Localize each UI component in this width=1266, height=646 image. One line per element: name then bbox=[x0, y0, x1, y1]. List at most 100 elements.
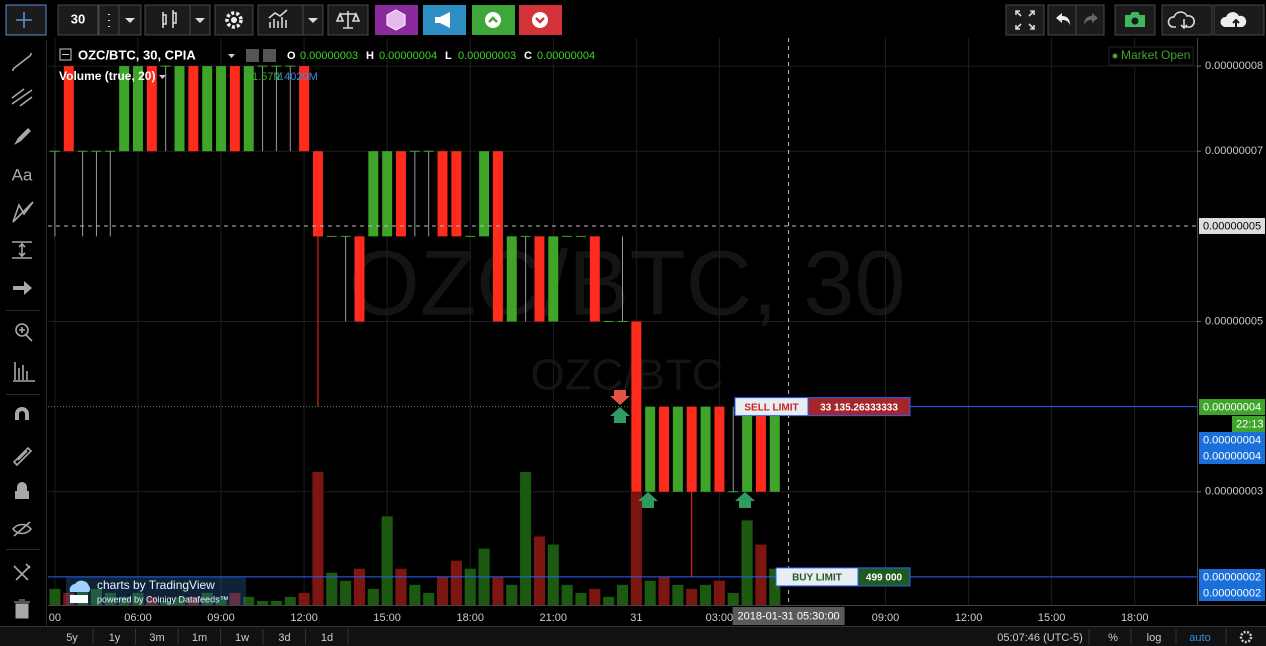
legend-icon[interactable] bbox=[246, 49, 259, 62]
candle-body bbox=[617, 321, 628, 322]
chart-pane: OZC/BTC, 30 OZC/BTC SELL LIMIT 33 135.263… bbox=[48, 38, 1266, 625]
candles bbox=[49, 65, 780, 577]
arrow-tool[interactable] bbox=[13, 281, 32, 295]
settings-gear[interactable] bbox=[1239, 630, 1253, 644]
candle-body bbox=[146, 66, 157, 152]
gear-icon bbox=[225, 11, 243, 29]
interval: 30 bbox=[71, 11, 85, 26]
volume-bar bbox=[284, 596, 296, 605]
symbol-title: OZC/BTC, 30, CPIA bbox=[78, 47, 196, 62]
text-tool[interactable]: Aa bbox=[12, 165, 33, 184]
up-icon bbox=[485, 12, 501, 28]
measure-bars-tool[interactable] bbox=[13, 362, 35, 382]
range-button[interactable]: 1w bbox=[235, 632, 249, 644]
candle-body bbox=[174, 66, 185, 152]
range-button[interactable]: 1m bbox=[192, 632, 207, 644]
candle-body bbox=[479, 151, 490, 237]
range-button[interactable]: 1d bbox=[321, 632, 333, 644]
pitchfork-tool[interactable] bbox=[11, 88, 33, 107]
tools-button[interactable] bbox=[13, 563, 31, 581]
candle-body bbox=[659, 406, 670, 492]
indicators-button[interactable] bbox=[257, 4, 304, 36]
candle-body bbox=[202, 66, 213, 152]
caret bbox=[228, 54, 235, 58]
price-badge bbox=[1199, 448, 1265, 464]
auto-toggle[interactable]: auto bbox=[1189, 632, 1210, 644]
brush-tool[interactable] bbox=[14, 128, 31, 145]
chart-type-button[interactable] bbox=[144, 4, 191, 36]
overlay: SELL LIMIT 33 135.26333333 BUY LIMIT 499 00… bbox=[48, 38, 1197, 605]
price-badge bbox=[1199, 585, 1265, 601]
candle-body bbox=[714, 406, 725, 492]
ohlc-label: O bbox=[287, 50, 296, 62]
load-button[interactable] bbox=[1161, 4, 1213, 36]
candle-body bbox=[63, 66, 74, 152]
volume-bar bbox=[312, 472, 324, 605]
range-button[interactable]: 3d bbox=[278, 632, 290, 644]
fullscreen-button[interactable] bbox=[1005, 4, 1045, 36]
checker-icon bbox=[70, 595, 88, 603]
zoom-tool[interactable] bbox=[15, 323, 29, 337]
legend-icon[interactable] bbox=[263, 49, 276, 62]
volume-bar bbox=[492, 576, 504, 605]
hide-tool[interactable] bbox=[11, 521, 33, 537]
candle-body bbox=[645, 406, 656, 492]
candle-body bbox=[631, 321, 642, 492]
interval-button[interactable] bbox=[57, 4, 99, 36]
candle-body bbox=[188, 66, 199, 152]
percent-toggle[interactable]: % bbox=[1108, 632, 1118, 644]
range-button[interactable]: 3m bbox=[149, 632, 164, 644]
sell-marker bbox=[610, 390, 630, 405]
magnet-tool[interactable] bbox=[15, 407, 29, 420]
volume-bar bbox=[672, 584, 684, 605]
ohlc-label: H bbox=[366, 50, 374, 62]
candle-body bbox=[562, 235, 573, 237]
measure-tool[interactable] bbox=[12, 241, 32, 259]
branding-title: charts by TradingView bbox=[97, 578, 215, 592]
ohlc-value: 0.00000004 bbox=[537, 50, 595, 62]
candle-body bbox=[326, 235, 337, 237]
range-button[interactable]: 1y bbox=[109, 632, 121, 644]
range-button[interactable]: 5y bbox=[66, 632, 78, 644]
megaphone-icon bbox=[435, 12, 450, 28]
x-tick-label: 09:00 bbox=[872, 612, 900, 624]
caret bbox=[308, 18, 318, 23]
x-tick-label: 18:00 bbox=[1121, 612, 1149, 624]
volume-bar bbox=[160, 600, 172, 605]
down-chevron bbox=[535, 17, 545, 24]
candle-body bbox=[49, 150, 60, 152]
trash-button[interactable] bbox=[14, 599, 30, 619]
volume-bar bbox=[63, 592, 75, 605]
x-tick-label: 31 bbox=[630, 612, 642, 624]
candle-body bbox=[506, 236, 517, 322]
drawing-mode-tool[interactable] bbox=[12, 446, 33, 467]
volume-bar bbox=[326, 572, 338, 605]
down-icon bbox=[532, 12, 548, 28]
trend-line-tool[interactable] bbox=[12, 53, 32, 71]
lock-tool[interactable] bbox=[15, 482, 29, 499]
volume-bar bbox=[367, 588, 379, 605]
fullscreen-icon bbox=[1015, 10, 1035, 30]
collapse-icon[interactable] bbox=[59, 48, 72, 61]
volume-bar bbox=[603, 596, 615, 605]
order-qty-box[interactable] bbox=[857, 567, 911, 587]
volume-bar bbox=[270, 600, 282, 605]
volume-bar bbox=[298, 592, 310, 605]
zoom-icon bbox=[19, 327, 33, 342]
x-tick-label: 15:00 bbox=[373, 612, 401, 624]
candle-body bbox=[755, 406, 766, 492]
x-tick-label: 15:00 bbox=[1038, 612, 1066, 624]
volume-bar bbox=[423, 592, 435, 605]
pattern-tool[interactable] bbox=[12, 201, 34, 223]
candle-body bbox=[451, 151, 462, 237]
order-qty-box[interactable] bbox=[807, 397, 911, 417]
candle-body bbox=[91, 150, 102, 152]
left-toolbar: Aa bbox=[6, 40, 47, 627]
log-toggle[interactable]: log bbox=[1147, 632, 1162, 644]
candle-body bbox=[354, 236, 365, 322]
branding-subtitle: powered by Coinigy Datafeeds™ bbox=[97, 594, 229, 604]
candle-body bbox=[340, 235, 351, 237]
buy-marker bbox=[638, 492, 658, 508]
candle-body bbox=[312, 151, 323, 237]
crosshair-price: 0.00000005 bbox=[1203, 220, 1261, 232]
